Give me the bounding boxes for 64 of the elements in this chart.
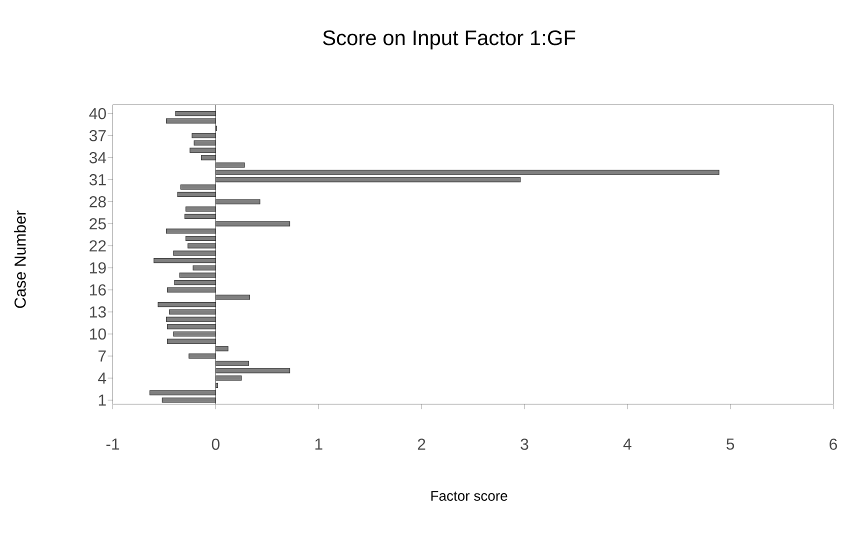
y-tick-label: 4	[98, 372, 106, 384]
bar	[166, 228, 216, 234]
x-axis-title: Factor score	[431, 491, 508, 501]
x-tick-label: 6	[830, 438, 837, 450]
y-tick-label: 25	[90, 218, 106, 230]
x-tick-label: 5	[726, 438, 734, 450]
bar	[186, 236, 216, 242]
bar	[166, 316, 216, 322]
bar	[179, 272, 216, 278]
bar	[167, 338, 216, 344]
bar	[167, 287, 216, 293]
y-axis-title: Case Number	[14, 210, 26, 308]
bar	[215, 294, 250, 300]
bar	[174, 280, 216, 286]
y-tick-label: 10	[90, 328, 106, 340]
bar	[167, 324, 216, 330]
bar	[188, 354, 216, 359]
bar	[194, 140, 216, 146]
bar	[169, 309, 216, 315]
bar	[215, 360, 249, 366]
bar	[215, 376, 242, 381]
y-tick-label: 16	[90, 284, 106, 296]
y-tick-label: 31	[89, 174, 106, 186]
bar	[192, 265, 216, 270]
bar	[154, 258, 216, 264]
y-tick-label: 7	[98, 350, 106, 362]
bar	[175, 111, 216, 116]
bar	[190, 148, 216, 153]
bar	[215, 162, 245, 168]
x-tick-label: 0	[212, 438, 220, 450]
bar	[215, 177, 521, 182]
bar	[173, 332, 216, 337]
bar	[200, 155, 216, 160]
bar	[173, 250, 216, 256]
y-tick-label: 28	[90, 196, 106, 208]
y-tick-label: 1	[98, 394, 106, 406]
y-tick-label: 40	[89, 108, 106, 120]
chart-title: Score on Input Factor 1:GF	[323, 30, 576, 50]
y-tick-label: 19	[90, 262, 106, 274]
y-tick-label: 37	[89, 130, 106, 142]
bar	[215, 170, 720, 175]
bar	[158, 302, 216, 308]
bar	[177, 192, 216, 198]
bar	[180, 184, 216, 190]
x-tick-label: 2	[418, 438, 426, 450]
bar	[215, 199, 260, 204]
y-tick-label: 22	[90, 240, 106, 252]
bar	[186, 206, 216, 212]
bar	[150, 390, 216, 396]
y-tick-label: 34	[89, 152, 106, 164]
x-tick-label: 4	[623, 438, 632, 450]
bar	[166, 118, 216, 124]
x-tick-label: -1	[106, 438, 120, 450]
bar	[162, 398, 216, 403]
bar	[184, 214, 216, 220]
y-tick-label: 13	[90, 306, 106, 318]
bar	[215, 346, 228, 352]
x-tick-label: 3	[520, 438, 528, 450]
bar	[215, 382, 218, 388]
bar	[188, 243, 216, 248]
bar	[215, 221, 290, 226]
bar	[192, 133, 216, 138]
bar	[215, 368, 290, 374]
x-tick-label: 1	[315, 438, 322, 450]
